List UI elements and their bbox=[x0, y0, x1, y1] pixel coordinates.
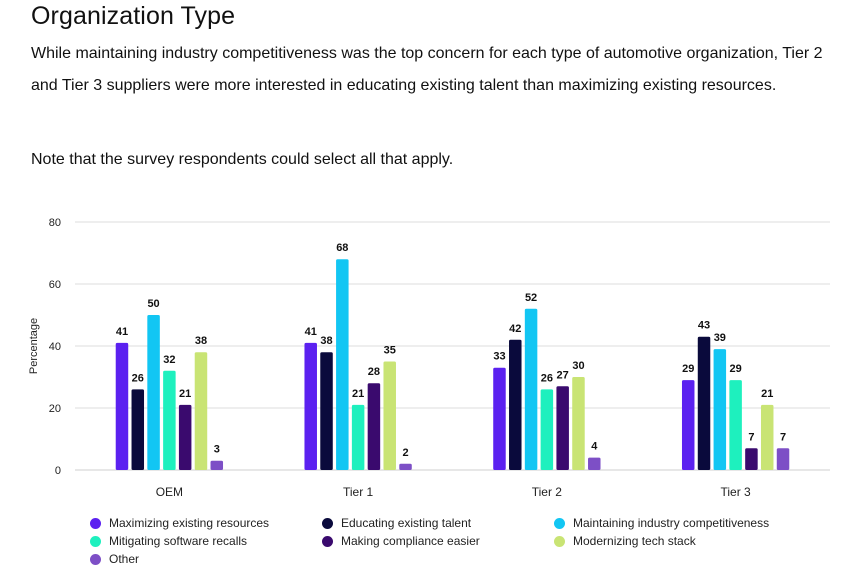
data-label: 42 bbox=[509, 323, 521, 335]
bar bbox=[776, 448, 790, 470]
legend-item: Educating existing talent bbox=[322, 516, 471, 530]
legend-label: Maintaining industry competitiveness bbox=[573, 516, 770, 530]
data-label: 21 bbox=[179, 388, 191, 400]
bar bbox=[729, 380, 742, 470]
legend-item: Modernizing tech stack bbox=[554, 534, 696, 548]
data-label: 38 bbox=[195, 335, 207, 347]
legend-item: Other bbox=[90, 552, 139, 566]
bar bbox=[367, 383, 381, 470]
data-label: 7 bbox=[780, 431, 786, 443]
bar bbox=[760, 404, 774, 470]
data-label: 4 bbox=[591, 441, 598, 453]
bar bbox=[681, 380, 695, 470]
data-label: 39 bbox=[714, 332, 726, 344]
data-label: 41 bbox=[116, 326, 128, 338]
bar bbox=[493, 367, 506, 470]
bar bbox=[336, 259, 349, 470]
data-label: 28 bbox=[368, 366, 380, 378]
data-label: 26 bbox=[541, 372, 553, 384]
legend-item: Maintaining industry competitiveness bbox=[554, 516, 769, 530]
legend-label: Making compliance easier bbox=[341, 534, 480, 548]
x-tick-label: Tier 3 bbox=[721, 485, 752, 499]
legend-item: Maximizing existing resources bbox=[90, 516, 269, 530]
data-label: 41 bbox=[305, 326, 317, 338]
bar bbox=[163, 370, 176, 470]
bar bbox=[320, 352, 333, 470]
legend-swatch bbox=[554, 535, 565, 547]
legend-swatch bbox=[90, 517, 101, 529]
legend-label: Other bbox=[109, 552, 140, 566]
bar bbox=[524, 308, 538, 470]
data-label: 29 bbox=[730, 363, 742, 375]
bars bbox=[115, 259, 790, 470]
legend-label: Modernizing tech stack bbox=[573, 534, 696, 548]
data-label: 32 bbox=[163, 354, 175, 366]
bar bbox=[745, 448, 758, 470]
legend-swatch bbox=[322, 517, 333, 529]
data-label: 2 bbox=[402, 447, 408, 459]
bar bbox=[399, 463, 412, 470]
legend-swatch bbox=[554, 517, 565, 529]
data-label: 21 bbox=[761, 388, 773, 400]
bar bbox=[697, 336, 711, 470]
bar bbox=[210, 460, 224, 470]
bar bbox=[131, 389, 145, 470]
data-label: 52 bbox=[525, 292, 537, 304]
bar bbox=[304, 342, 317, 470]
y-tick-label: 0 bbox=[55, 465, 61, 477]
legend-swatch bbox=[90, 535, 101, 547]
x-tick-label: Tier 2 bbox=[532, 485, 563, 499]
data-label: 7 bbox=[748, 431, 754, 443]
data-label: 35 bbox=[384, 345, 396, 357]
page-title: Organization Type bbox=[31, 2, 236, 30]
y-tick-labels: 0 20 40 60 80 bbox=[49, 217, 61, 477]
legend-label: Educating existing talent bbox=[341, 516, 472, 530]
bar bbox=[540, 389, 554, 470]
note-text: Note that the survey respondents could s… bbox=[31, 151, 454, 168]
y-axis-label: Percentage bbox=[28, 318, 40, 374]
y-tick-label: 60 bbox=[49, 279, 61, 291]
legend-swatch bbox=[90, 553, 101, 565]
data-label: 68 bbox=[336, 242, 348, 254]
bar bbox=[115, 342, 129, 470]
bar bbox=[713, 349, 727, 470]
bar bbox=[383, 361, 396, 470]
legend-label: Mitigating software recalls bbox=[109, 534, 248, 548]
data-label: 29 bbox=[682, 363, 694, 375]
bar bbox=[178, 404, 192, 470]
bar bbox=[351, 404, 365, 470]
bar bbox=[588, 457, 601, 470]
data-label: 27 bbox=[557, 369, 569, 381]
data-label: 50 bbox=[147, 298, 159, 310]
data-label: 3 bbox=[214, 444, 220, 456]
data-label: 38 bbox=[320, 335, 332, 347]
x-tick-label: Tier 1 bbox=[343, 485, 374, 499]
description-text: While maintaining industry competitivene… bbox=[31, 45, 823, 94]
data-label: 21 bbox=[352, 388, 364, 400]
bar bbox=[194, 352, 208, 470]
data-label: 33 bbox=[493, 351, 505, 363]
bar bbox=[572, 377, 585, 470]
y-tick-label: 20 bbox=[49, 403, 61, 415]
y-tick-label: 80 bbox=[49, 217, 61, 229]
bar bbox=[556, 386, 569, 470]
data-label: 30 bbox=[572, 360, 584, 372]
y-tick-label: 40 bbox=[49, 341, 61, 353]
bar bbox=[147, 315, 160, 470]
legend-item: Making compliance easier bbox=[322, 534, 480, 548]
legend-item: Mitigating software recalls bbox=[90, 534, 247, 548]
data-label: 26 bbox=[132, 372, 144, 384]
x-tick-labels: OEM Tier 1 Tier 2 Tier 3 bbox=[156, 485, 751, 499]
x-tick-label: OEM bbox=[156, 485, 183, 499]
bar bbox=[509, 339, 522, 470]
legend-label: Maximizing existing resources bbox=[109, 516, 270, 530]
legend-swatch bbox=[322, 535, 333, 547]
data-label: 43 bbox=[698, 320, 710, 332]
